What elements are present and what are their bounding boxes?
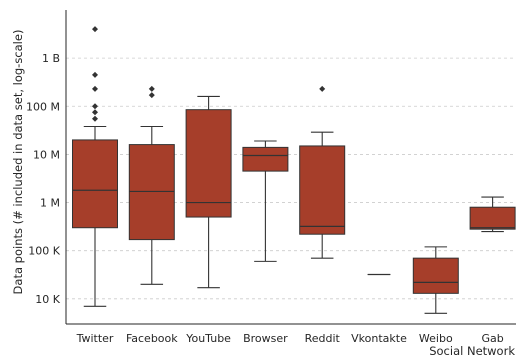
box-group-facebook [128, 85, 175, 285]
y-axis-title: Data points (# included in data set, log… [11, 30, 25, 295]
x-tick-label: Browser [243, 332, 288, 345]
outlier-point [148, 92, 155, 99]
x-tick-label: Facebook [126, 332, 178, 345]
box-group-youtube [185, 95, 232, 289]
box-group-reddit [299, 85, 346, 259]
outlier-point [92, 109, 98, 116]
box-group-weibo [412, 246, 459, 314]
iqr-box [242, 146, 289, 172]
y-tick-label: 1 B [42, 52, 60, 65]
outlier-point [148, 85, 155, 92]
x-tick-label: Vkontakte [351, 332, 407, 345]
x-tick-label: Reddit [305, 332, 341, 345]
axis-layer [65, 10, 516, 325]
outlier-point [92, 115, 98, 122]
outlier-point [319, 85, 326, 92]
iqr-box [128, 144, 175, 241]
x-axis-title: Social Network [429, 344, 515, 358]
iqr-box [185, 109, 232, 218]
box-group-gab [469, 196, 516, 233]
x-tick-label: YouTube [185, 332, 231, 345]
outlier-point [92, 85, 98, 92]
x-tick-label: Twitter [76, 332, 114, 345]
y-tick-label: 1 M [40, 197, 60, 210]
x-tick-label: Weibo [419, 332, 453, 345]
outlier-point [92, 103, 98, 110]
outlier-point [92, 71, 98, 78]
y-tick-label: 10 K [35, 293, 60, 306]
y-tick-label: 100 K [28, 245, 60, 258]
y-tick-labels: 10 K 100 K 1 M 10 M 100 M 1 B [26, 52, 61, 306]
iqr-box [412, 257, 459, 294]
iqr-box [299, 145, 346, 235]
iqr-box [469, 206, 516, 230]
box-group-twitter [72, 26, 118, 307]
y-tick-label: 100 M [26, 100, 60, 113]
boxes-layer [72, 26, 516, 314]
x-tick-label: Gab [481, 332, 503, 345]
iqr-box [72, 139, 118, 229]
x-tick-labels: Twitter Facebook YouTube Browser Reddit Vkont… [76, 332, 504, 345]
y-tick-label: 10 M [33, 148, 60, 161]
outlier-point [92, 26, 98, 33]
box-group-browser [242, 140, 289, 262]
